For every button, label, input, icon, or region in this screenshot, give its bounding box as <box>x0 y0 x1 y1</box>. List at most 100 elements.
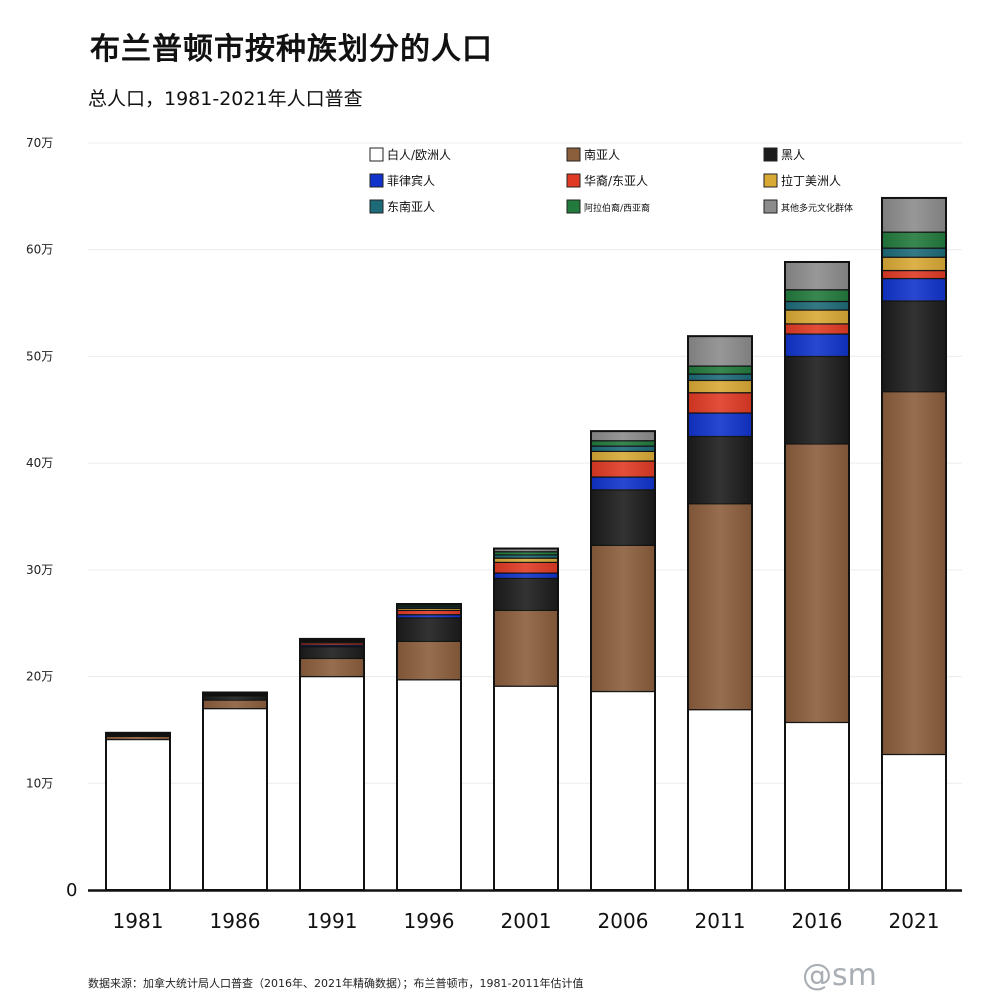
legend-label: 白人/欧洲人 <box>387 147 451 162</box>
bar-segment-shade <box>785 261 849 290</box>
bar-segment-shade <box>688 380 752 393</box>
x-tick-label: 2001 <box>501 909 552 933</box>
bar-segment-shade <box>106 736 170 740</box>
bar-segment-shade <box>882 270 946 279</box>
bar-segment-shade <box>688 503 752 710</box>
legend-swatch <box>566 147 581 162</box>
y-tick-label: 0 <box>66 880 77 901</box>
x-tick-label: 1981 <box>113 909 164 933</box>
bar-segment-shade <box>300 646 364 659</box>
bar-segment-shade <box>300 658 364 677</box>
y-tick-label: 40万 <box>26 456 53 470</box>
x-tick-label: 2021 <box>889 909 940 933</box>
y-tick-label: 50万 <box>26 349 53 363</box>
legend-swatch <box>763 199 778 214</box>
x-tick-label: 2011 <box>695 909 746 933</box>
bar-segment <box>784 721 850 891</box>
bar-segment-shade <box>494 573 558 579</box>
legend-swatch <box>369 173 384 188</box>
bar-segment <box>202 707 268 891</box>
chart-subtitle: 总人口，1981-2021年人口普查 <box>88 88 363 110</box>
bar-segment-shade <box>300 642 364 646</box>
legend-label: 菲律宾人 <box>387 173 435 188</box>
legend-swatch <box>369 147 384 162</box>
x-tick-label: 2006 <box>598 909 649 933</box>
bar-segment-shade <box>494 610 558 687</box>
bar-segment-shade <box>882 300 946 392</box>
bar-segment-shade <box>688 374 752 381</box>
legend-swatch <box>566 173 581 188</box>
bar-segment-shade <box>882 278 946 301</box>
bar-segment-shade <box>203 700 267 709</box>
bar-segment <box>881 753 947 891</box>
x-tick-label: 1986 <box>210 909 261 933</box>
bar-segment-shade <box>688 436 752 504</box>
bar-segment <box>687 709 753 891</box>
legend-swatch <box>566 199 581 214</box>
watermark: @sm <box>802 958 877 993</box>
bar-segment-shade <box>882 248 946 258</box>
bar-segment-shade <box>785 356 849 444</box>
bar-segment-shade <box>785 310 849 324</box>
bar-segment <box>590 690 656 891</box>
bar-segment-shade <box>397 614 461 618</box>
bar-segment-shade <box>785 323 849 335</box>
legend-label: 东南亚人 <box>387 199 435 214</box>
bar-segment-shade <box>785 301 849 311</box>
bar-segment-shade <box>397 641 461 680</box>
bar-segment-shade <box>882 232 946 249</box>
bar-segment-shade <box>688 336 752 367</box>
bar-segment-shade <box>591 440 655 447</box>
bar-segment <box>299 675 365 891</box>
bar-segment-shade <box>882 391 946 755</box>
x-tick-label: 1996 <box>404 909 455 933</box>
bar-segment-shade <box>494 562 558 574</box>
data-source-note: 数据来源：加拿大统计局人口普查（2016年、2021年精确数据）；布兰普顿市，1… <box>88 977 584 990</box>
y-tick-label: 70万 <box>26 136 53 150</box>
bar-segment-shade <box>591 451 655 462</box>
chart-title: 布兰普顿市按种族划分的人口 <box>90 32 493 67</box>
bar-segment <box>396 679 462 891</box>
legend-label: 华裔/东亚人 <box>584 173 648 188</box>
bar-segment-shade <box>494 558 558 563</box>
bar-segment-shade <box>203 695 267 701</box>
x-tick-label: 2016 <box>792 909 843 933</box>
bar-segment-shade <box>688 392 752 413</box>
bar-segment-shade <box>688 366 752 375</box>
y-tick-label: 30万 <box>26 563 53 577</box>
bar-segment-shade <box>397 610 461 615</box>
bar-segment-shade <box>688 412 752 437</box>
legend-label: 拉丁美洲人 <box>781 173 841 188</box>
y-tick-label: 60万 <box>26 243 53 257</box>
legend-label: 南亚人 <box>584 147 620 162</box>
legend-label: 其他多元文化群体 <box>781 202 853 214</box>
bar-segment <box>105 738 171 891</box>
bar-segment-shade <box>494 548 558 552</box>
bar-segment-shade <box>785 289 849 302</box>
bar-segment-shade <box>397 617 461 642</box>
bar-segment-shade <box>882 197 946 233</box>
bar-segment-shade <box>591 477 655 490</box>
legend-swatch <box>369 199 384 214</box>
legend-swatch <box>763 147 778 162</box>
bar-segment-shade <box>591 461 655 478</box>
bar-segment-shade <box>591 545 655 692</box>
bar-segment-shade <box>882 257 946 271</box>
legend-swatch <box>763 173 778 188</box>
bar-segment-shade <box>494 578 558 611</box>
bar-segment-shade <box>785 443 849 723</box>
y-tick-label: 10万 <box>26 776 53 790</box>
bar-segment-shade <box>494 554 558 559</box>
bar-segment-shade <box>494 551 558 555</box>
bar-segment-shade <box>785 334 849 357</box>
bar-segment <box>493 685 559 891</box>
legend-label: 阿拉伯裔/西亚裔 <box>584 202 650 214</box>
bar-segment-shade <box>397 608 461 611</box>
x-tick-label: 1991 <box>307 909 358 933</box>
legend-label: 黑人 <box>781 148 805 162</box>
bar-segment-shade <box>591 446 655 452</box>
bar-segment-shade <box>591 489 655 546</box>
bar-segment-shade <box>591 431 655 441</box>
y-tick-label: 20万 <box>26 670 53 684</box>
